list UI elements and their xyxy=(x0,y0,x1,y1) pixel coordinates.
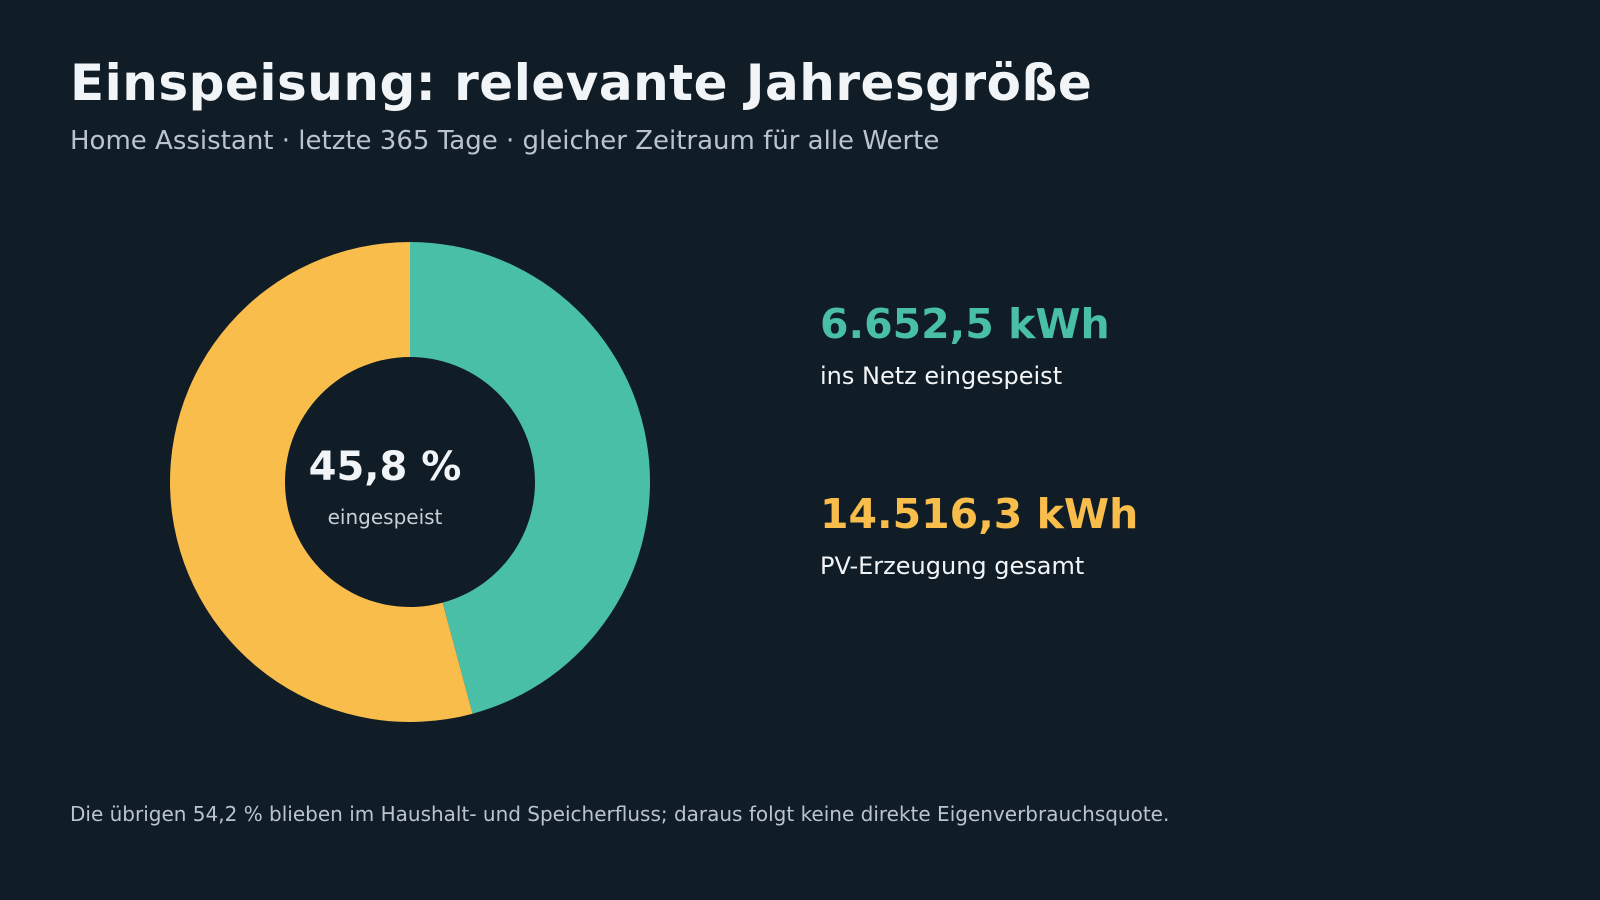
fed-in-value: 6.652,5 kWh xyxy=(820,300,1110,348)
donut-slice-1 xyxy=(170,242,473,722)
page-title: Einspeisung: relevante Jahresgröße xyxy=(70,54,1093,112)
page-subtitle: Home Assistant · letzte 365 Tage · gleic… xyxy=(70,126,940,156)
donut-chart xyxy=(170,242,650,722)
donut-center-caption: eingespeist xyxy=(327,505,443,529)
pv-total-label: PV-Erzeugung gesamt xyxy=(820,552,1085,580)
pv-total-value: 14.516,3 kWh xyxy=(820,490,1139,538)
fed-in-label: ins Netz eingespeist xyxy=(820,362,1063,390)
donut-slice-0 xyxy=(410,242,650,714)
footnote: Die übrigen 54,2 % blieben im Haushalt- … xyxy=(70,802,1170,826)
donut-center-value: 45,8 % xyxy=(308,444,462,490)
